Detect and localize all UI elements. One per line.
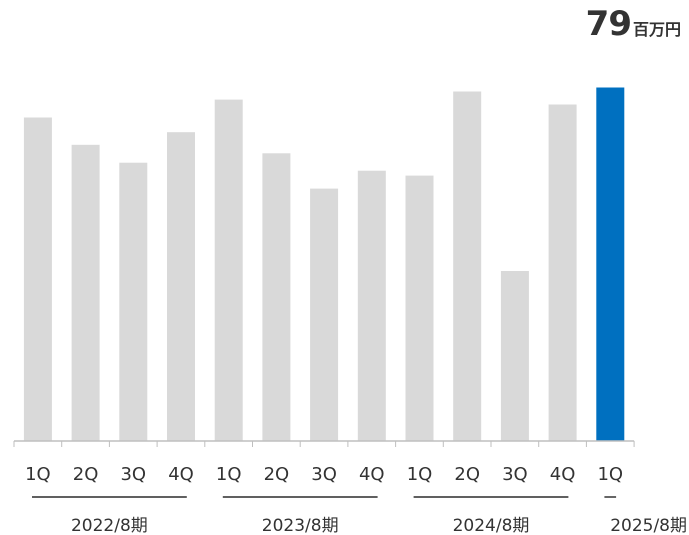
headline-value: 79 百万円 [586,4,681,44]
category-label: 3Q [311,464,337,485]
bar-7 [310,188,339,441]
category-label: 2Q [454,464,480,485]
headline-number: 79 [585,4,632,44]
bar-3 [119,162,148,441]
bar-11 [500,271,529,441]
category-label: 4Q [168,464,194,485]
bar-2 [71,144,100,442]
bar-6 [262,153,291,442]
bar-1 [23,117,52,441]
category-label: 2Q [73,464,99,485]
bar-8 [357,170,386,441]
period-label: 2022/8期 [71,516,148,535]
bar-13 [596,87,625,441]
category-label: 3Q [120,464,146,485]
bar-9 [405,175,434,441]
bar-4 [167,132,195,441]
category-label: 1Q [407,464,433,485]
category-label: 1Q [25,464,51,485]
period-label: 2025/8期 [610,516,687,535]
category-label: 4Q [550,464,576,485]
headline-unit: 百万円 [632,20,681,39]
category-label: 1Q [216,464,242,485]
category-label: 1Q [597,464,623,485]
period-label: 2023/8期 [262,516,339,535]
bar-12 [548,104,577,441]
category-label: 3Q [502,464,528,485]
bar-10 [453,91,482,441]
category-label: 2Q [264,464,290,485]
period-label: 2024/8期 [453,516,530,535]
category-label: 4Q [359,464,385,485]
bar-5 [214,99,243,441]
